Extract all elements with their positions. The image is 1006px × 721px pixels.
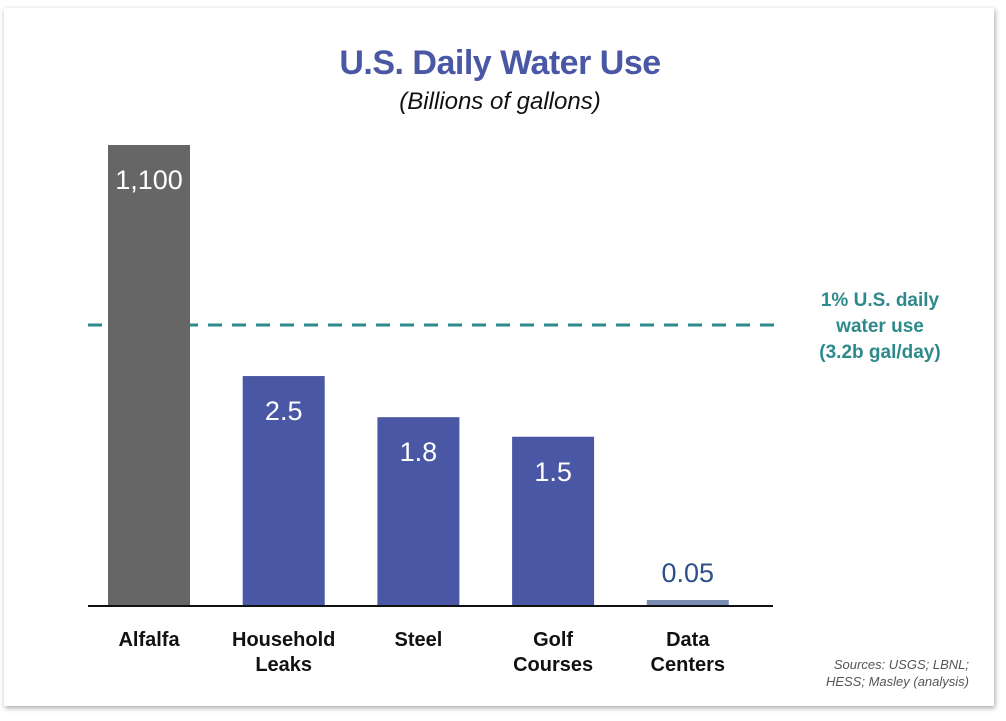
category-label: Household Leaks — [214, 628, 354, 678]
bar — [377, 417, 460, 606]
category-label: Golf Courses — [483, 628, 623, 678]
source-line: HESS; Masley (analysis) — [825, 674, 969, 689]
bar — [108, 145, 190, 606]
category-label-line: Household — [232, 629, 336, 651]
category-label-line: Data — [666, 629, 710, 651]
bar — [242, 376, 325, 606]
category-label-line: Alfalfa — [118, 629, 180, 651]
category-label-line: Courses — [513, 654, 594, 676]
bar — [646, 600, 729, 606]
reference-line-label: 1% U.S. daily water use (3.2b gal/day) — [790, 288, 970, 366]
category-label: Data Centers — [618, 628, 758, 678]
chart-subtitle: (Billions of gallons) — [399, 88, 601, 115]
ref-label-line: (3.2b gal/day) — [819, 342, 941, 363]
bar-value-label: 1.5 — [534, 457, 572, 487]
category-label-line: Centers — [650, 654, 726, 676]
category-label: Steel — [348, 628, 488, 653]
bar-value-label: 1.8 — [400, 437, 438, 467]
category-label: Alfalfa — [79, 628, 219, 653]
bar-value-label: 1,100 — [115, 165, 183, 195]
bar-value-label: 0.05 — [662, 558, 715, 588]
sources-note: Sources: USGS; LBNL; HESS; Masley (analy… — [826, 656, 969, 690]
category-label-line: Steel — [394, 629, 443, 651]
bar-value-label: 2.5 — [265, 396, 303, 426]
source-line: Sources: USGS; LBNL; — [833, 657, 969, 672]
ref-label-line: water use — [836, 316, 924, 337]
category-label-line: Golf — [533, 629, 574, 651]
bar — [512, 436, 595, 606]
chart-title: U.S. Daily Water Use — [339, 44, 661, 82]
category-label-line: Leaks — [255, 654, 313, 676]
ref-label-line: 1% U.S. daily — [820, 290, 940, 311]
